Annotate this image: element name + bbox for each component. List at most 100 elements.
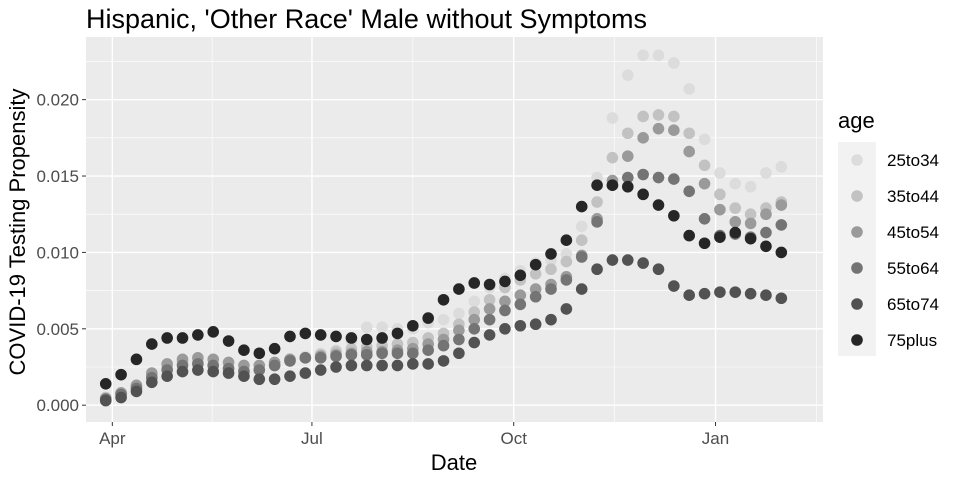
data-point	[499, 295, 511, 308]
data-point	[253, 364, 266, 376]
data-point	[284, 370, 296, 382]
data-point	[744, 287, 757, 300]
data-point	[345, 332, 358, 344]
data-point	[652, 199, 665, 211]
data-point	[621, 254, 634, 266]
data-point	[499, 304, 511, 317]
legend-swatch	[851, 190, 863, 202]
x-tick-label: Oct	[500, 429, 527, 448]
data-point	[314, 364, 327, 376]
data-point	[621, 180, 634, 193]
data-point	[253, 347, 266, 360]
legend-swatch	[851, 226, 863, 238]
data-point	[637, 132, 649, 144]
legend-label: 25to34	[887, 151, 939, 170]
data-point	[760, 240, 772, 253]
data-point	[437, 313, 450, 326]
data-point	[284, 330, 296, 343]
data-point	[621, 150, 634, 162]
data-point	[222, 335, 235, 347]
data-point	[161, 332, 173, 344]
data-point	[698, 133, 711, 146]
data-point	[637, 257, 649, 269]
data-point	[529, 268, 542, 280]
data-point	[606, 151, 619, 164]
data-point	[637, 110, 649, 123]
data-point	[668, 280, 680, 292]
data-point	[437, 355, 450, 367]
data-point	[652, 49, 665, 62]
data-point	[422, 312, 434, 324]
data-point	[345, 348, 358, 361]
data-point	[744, 208, 757, 221]
x-tick-label: Jan	[702, 429, 729, 448]
legend-key-background	[838, 142, 876, 356]
data-point	[222, 367, 235, 379]
data-point	[698, 177, 711, 190]
data-point	[268, 359, 281, 372]
data-point	[330, 330, 342, 343]
data-point	[683, 289, 695, 301]
data-point	[376, 347, 388, 360]
data-point	[591, 263, 603, 276]
data-point	[238, 370, 250, 382]
chart-title: Hispanic, 'Other Race' Male without Symp…	[86, 4, 647, 34]
data-point	[545, 283, 557, 295]
data-point	[545, 263, 557, 276]
data-point	[115, 368, 127, 381]
legend-items: 25to34 35to44 45to54 55to64 65to74 75plus	[851, 151, 939, 350]
y-axis-ticks: 0.000 0.005 0.010 0.015 0.020	[36, 91, 86, 415]
data-point	[683, 83, 695, 95]
data-point	[560, 274, 573, 286]
data-point	[775, 246, 788, 259]
data-point	[453, 283, 465, 295]
data-point	[514, 289, 527, 301]
data-point	[99, 378, 112, 390]
data-point	[729, 286, 742, 298]
series-75plus	[99, 179, 788, 390]
legend-swatch	[851, 262, 863, 274]
data-point	[360, 359, 373, 372]
data-point	[238, 344, 250, 356]
data-point	[422, 358, 434, 370]
data-point	[330, 350, 342, 363]
data-point	[775, 161, 788, 173]
legend-swatch	[851, 334, 863, 346]
data-point	[760, 226, 772, 239]
data-point	[330, 361, 342, 373]
legend-label: 65to74	[887, 295, 939, 314]
data-point	[99, 394, 112, 407]
data-point	[422, 344, 434, 356]
data-point	[729, 202, 742, 214]
data-point	[591, 179, 603, 191]
data-point	[146, 376, 158, 389]
legend-label: 35to44	[887, 187, 939, 206]
data-point	[637, 49, 649, 62]
data-point	[637, 168, 649, 181]
legend-label: 45to54	[887, 223, 939, 242]
data-point	[714, 203, 726, 216]
data-point	[483, 329, 496, 341]
data-point	[621, 171, 634, 184]
data-point	[744, 232, 757, 245]
data-point	[299, 352, 312, 364]
data-point	[729, 216, 742, 228]
legend-swatch	[851, 298, 863, 310]
data-point	[453, 347, 465, 360]
data-point	[606, 179, 619, 191]
data-point	[453, 307, 465, 320]
data-point	[360, 333, 373, 346]
x-tick-label: Apr	[99, 429, 126, 448]
data-point	[621, 69, 634, 81]
data-point	[560, 234, 573, 246]
data-point	[744, 180, 757, 193]
data-point	[714, 286, 726, 298]
data-point	[591, 216, 603, 228]
legend-swatch	[851, 154, 863, 166]
data-point	[575, 234, 588, 246]
data-point	[529, 290, 542, 303]
x-axis-ticks: Apr Jul Oct Jan	[99, 422, 729, 448]
data-point	[668, 57, 680, 69]
data-point	[591, 196, 603, 208]
